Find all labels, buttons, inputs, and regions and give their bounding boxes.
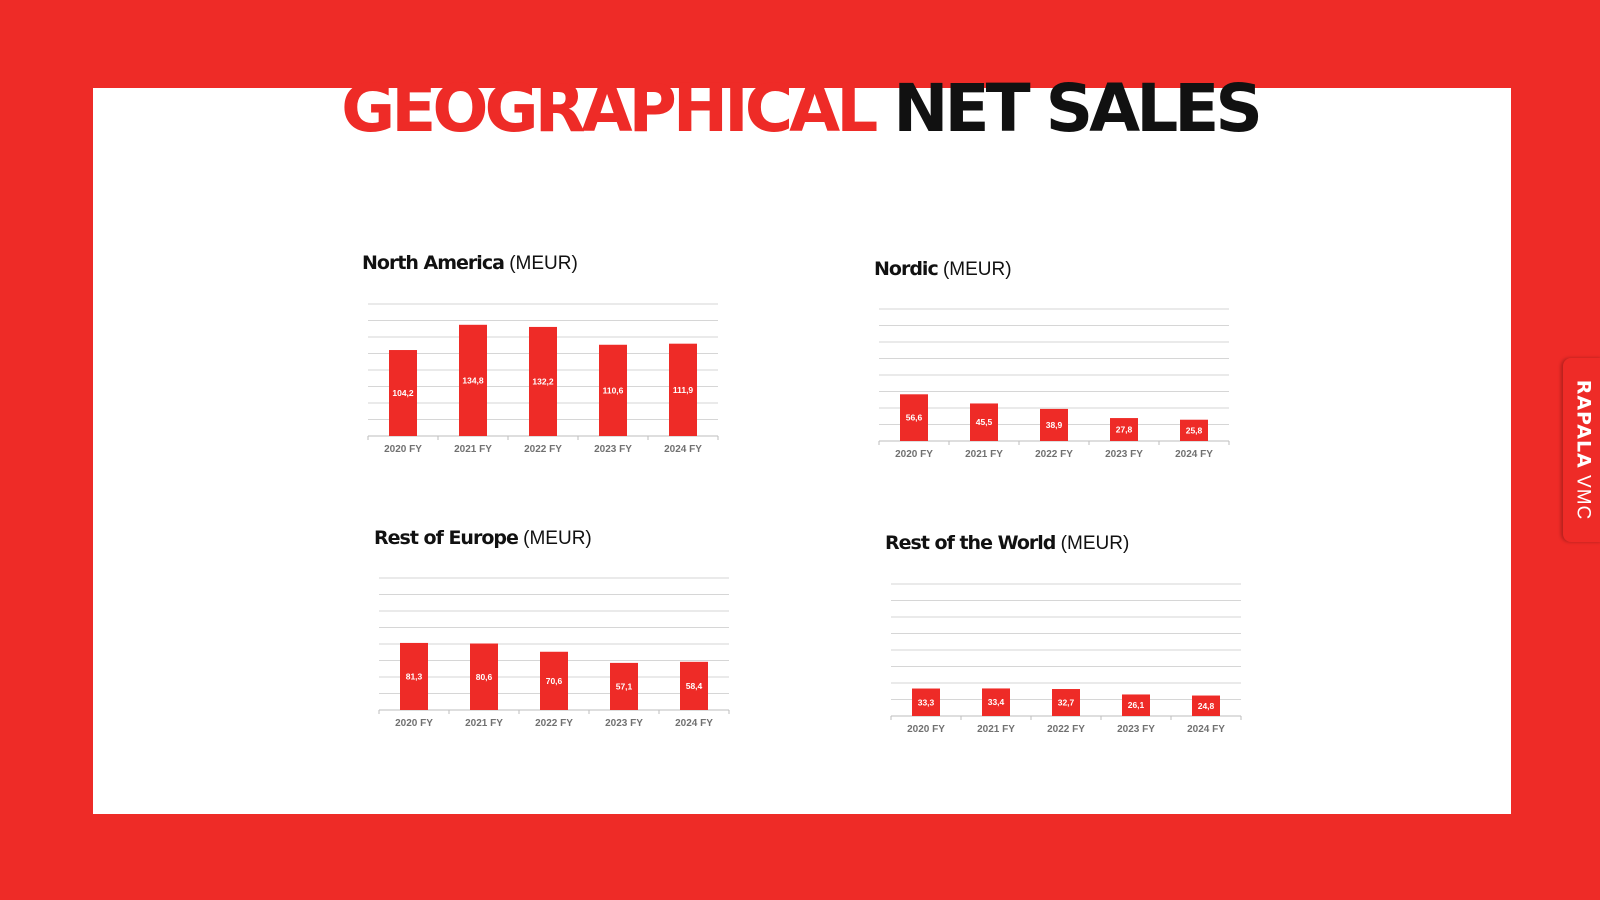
chart-title-rest-of-europe: Rest of Europe (MEUR) [374,527,592,550]
data-label: 58,4 [686,681,703,691]
x-tick-label: 2023 FY [594,444,632,455]
x-tick-label: 2022 FY [535,718,573,729]
bar [400,642,428,710]
data-label: 33,3 [918,697,935,707]
chart-rest-of-europe: 81,3 2020 FY 80,6 2021 FY 70,6 2022 FY 57,1 202… [378,577,730,729]
data-label: 134,8 [462,375,484,385]
chart-title-unit: (MEUR) [523,528,592,549]
x-tick-label: 2020 FY [384,444,422,455]
bar [389,350,417,436]
chart-title-name: Rest of the World [885,532,1056,554]
x-tick-label: 2024 FY [1175,449,1213,460]
data-label: 25,8 [1186,425,1203,435]
bar [529,326,557,436]
data-label: 80,6 [476,672,493,682]
x-tick-label: 2023 FY [1117,724,1155,735]
data-label: 57,1 [616,681,633,691]
x-tick-label: 2021 FY [465,718,503,729]
chart-title-unit: (MEUR) [1060,533,1130,554]
x-tick-label: 2024 FY [675,718,713,729]
x-tick-label: 2022 FY [524,444,562,455]
bar [1122,694,1150,716]
chart-title-name: Rest of Europe [374,527,519,549]
bar [1052,689,1080,716]
slide-panel [93,88,1511,814]
x-tick-label: 2024 FY [1187,724,1225,735]
title-dark-part: NET SALES [893,70,1263,147]
x-tick-label: 2020 FY [395,718,433,729]
chart-title-unit: (MEUR) [509,253,578,274]
x-tick-label: 2023 FY [605,718,643,729]
title-red-part: GEOGRAPHICAL [341,70,878,147]
brand-logo: RAPALA VMC [1572,380,1595,521]
x-tick-label: 2020 FY [895,449,933,460]
x-tick-label: 2021 FY [454,444,492,455]
x-tick-label: 2021 FY [977,724,1015,735]
chart-north-america: 104,2 2020 FY 134,8 2021 FY 132,2 2022 FY 110,… [367,303,719,455]
x-tick-label: 2021 FY [965,449,1003,460]
bar [599,344,627,436]
bar [970,403,998,441]
bar [1192,695,1220,716]
brand-tab [1563,358,1600,542]
chart-title-name: Nordic [874,258,939,280]
bar [912,688,940,716]
data-label: 110,6 [603,385,624,395]
x-tick-label: 2022 FY [1047,724,1085,735]
chart-nordic: 56,6 2020 FY 45,5 2021 FY 38,9 2022 FY 27,8 202… [878,308,1230,460]
bar [1110,418,1138,441]
chart-title-unit: (MEUR) [942,259,1012,280]
bar [540,651,568,710]
chart-title-nordic: Nordic (MEUR) [874,258,1012,281]
data-label: 81,3 [406,671,423,681]
data-label: 104,2 [392,388,414,398]
bar [669,343,697,436]
brand-bold: RAPALA [1572,379,1595,469]
bar [680,661,708,710]
data-label: 45,5 [976,417,993,427]
chart-title-north-america: North America (MEUR) [362,252,578,275]
data-label: 56,6 [906,413,923,423]
data-label: 70,6 [546,676,563,686]
bar [459,324,487,436]
data-label: 132,2 [532,376,554,386]
chart-title-rest-of-world: Rest of the World (MEUR) [885,532,1129,555]
x-tick-label: 2020 FY [907,724,945,735]
data-label: 26,1 [1128,700,1145,710]
slide-title: GEOGRAPHICAL NET SALES [0,76,1600,142]
data-label: 111,9 [673,385,694,395]
data-label: 27,8 [1116,425,1133,435]
bar [610,662,638,710]
data-label: 33,4 [988,697,1005,707]
bar [982,688,1010,716]
bar [1180,419,1208,441]
brand-light: VMC [1572,475,1594,521]
bar [470,643,498,710]
chart-title-name: North America [362,252,505,274]
bar [1040,408,1068,441]
data-label: 38,9 [1046,420,1063,430]
x-tick-label: 2022 FY [1035,449,1073,460]
data-label: 24,8 [1198,701,1215,711]
data-label: 32,7 [1058,698,1075,708]
bar [900,394,928,441]
chart-rest-of-world: 33,3 2020 FY 33,4 2021 FY 32,7 2022 FY 26,1 202… [890,583,1242,735]
x-tick-label: 2023 FY [1105,449,1143,460]
x-tick-label: 2024 FY [664,444,702,455]
